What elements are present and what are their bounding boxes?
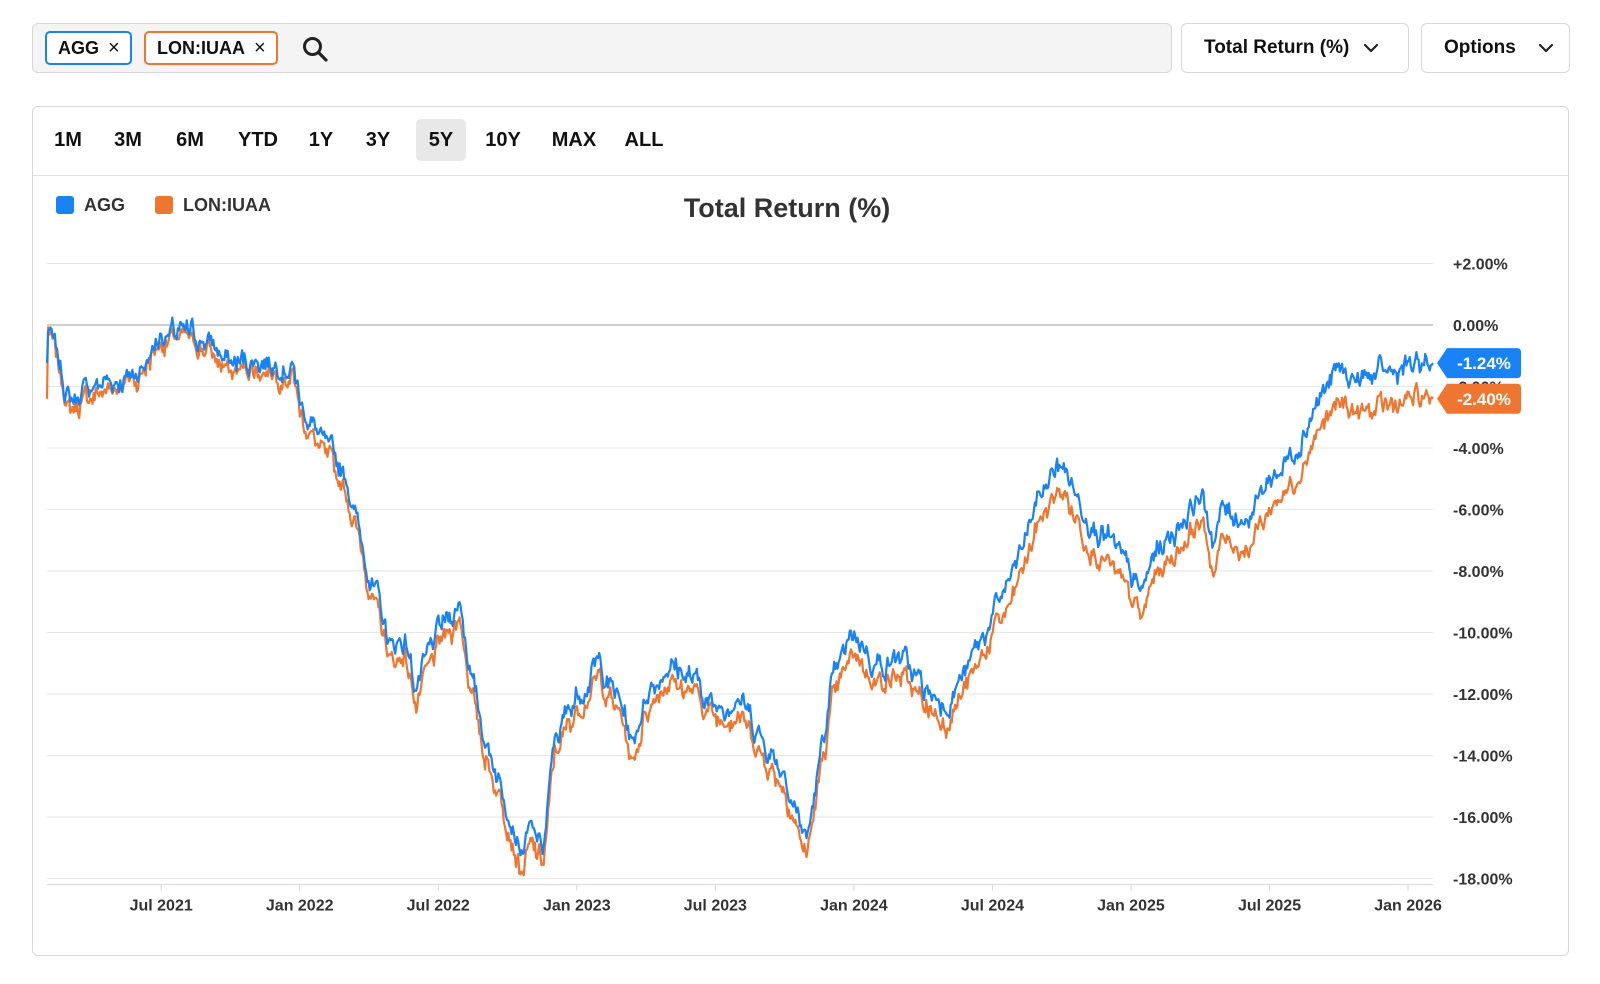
series-lines xyxy=(45,316,1434,877)
close-icon[interactable]: × xyxy=(108,37,120,59)
time-range-tabs: 1M 3M 6M YTD 1Y 3Y 5Y 10Y MAX ALL xyxy=(33,107,1568,176)
close-icon[interactable]: × xyxy=(254,37,266,59)
tab-all[interactable]: ALL xyxy=(624,129,664,151)
y-tick-label: -4.00% xyxy=(1453,441,1504,458)
metric-dropdown[interactable]: Total Return (%) xyxy=(1181,23,1409,73)
legend-swatch-agg xyxy=(56,196,74,214)
x-tick-label: Jan 2024 xyxy=(820,898,888,915)
y-tick-label: 0.00% xyxy=(1453,318,1498,335)
last-value-badge xyxy=(1437,348,1521,379)
ticker-search-bar[interactable]: AGG × LON:IUAA × xyxy=(32,23,1172,73)
y-tick-label: -10.00% xyxy=(1453,626,1513,643)
chip-label: AGG xyxy=(58,37,100,58)
ticker-chip-agg[interactable]: AGG × xyxy=(45,31,132,65)
y-tick-label: -8.00% xyxy=(1453,564,1504,581)
tab-5y[interactable]: 5Y xyxy=(416,119,466,161)
x-tick-label: Jan 2022 xyxy=(266,898,334,915)
y-tick-label: +2.00% xyxy=(1453,257,1508,274)
y-tick-label: -16.00% xyxy=(1453,810,1513,827)
chart-title: Total Return (%) xyxy=(684,193,890,223)
series-line-agg xyxy=(45,316,1434,857)
tab-6m[interactable]: 6M xyxy=(176,129,204,151)
x-tick-label: Jul 2025 xyxy=(1238,898,1301,915)
x-tick-label: Jul 2021 xyxy=(130,898,193,915)
tab-10y[interactable]: 10Y xyxy=(485,129,521,151)
last-value-labels: -1.24% -2.40% xyxy=(1437,348,1521,414)
chart-panel: 1M 3M 6M YTD 1Y 3Y 5Y 10Y MAX ALL AGG LO… xyxy=(32,106,1569,956)
gridlines xyxy=(47,263,1433,886)
x-tick-label: Jan 2025 xyxy=(1097,898,1165,915)
tab-max[interactable]: MAX xyxy=(551,129,597,151)
options-dropdown[interactable]: Options xyxy=(1421,23,1570,73)
legend-swatch-lon-iuaa xyxy=(155,196,173,214)
legend-label-agg[interactable]: AGG xyxy=(84,195,125,215)
series-line-lon-iuaa xyxy=(45,323,1434,877)
y-tick-label: -18.00% xyxy=(1453,872,1513,889)
ticker-chip-lon-iuaa[interactable]: LON:IUAA × xyxy=(144,31,278,65)
tab-1y[interactable]: 1Y xyxy=(308,129,334,151)
chevron-down-icon xyxy=(1364,43,1379,53)
last-value-label-agg: -1.24% xyxy=(1457,354,1511,373)
y-tick-label: -6.00% xyxy=(1453,503,1504,520)
tab-3y[interactable]: 3Y xyxy=(365,129,391,151)
x-tick-label: Jul 2023 xyxy=(684,898,747,915)
x-axis: Jul 2021 Jan 2022 Jul 2022 Jan 2023 Jul 2023… xyxy=(130,884,1442,915)
chip-label: LON:IUAA xyxy=(157,37,245,58)
x-tick-label: Jan 2026 xyxy=(1374,898,1442,915)
last-value-badge xyxy=(1437,383,1521,414)
tab-ytd[interactable]: YTD xyxy=(238,129,278,151)
x-tick-label: Jul 2024 xyxy=(961,898,1024,915)
legend: AGG LON:IUAA xyxy=(56,195,271,215)
last-value-label-lon-iuaa: -2.40% xyxy=(1457,390,1511,409)
total-return-chart[interactable]: AGG LON:IUAA Total Return (%) Jul 2021 Ja… xyxy=(33,107,1568,955)
tab-1m[interactable]: 1M xyxy=(54,129,82,151)
metric-dropdown-label: Total Return (%) xyxy=(1204,37,1350,58)
x-tick-label: Jan 2023 xyxy=(543,898,611,915)
tab-3m[interactable]: 3M xyxy=(114,129,142,151)
options-dropdown-label: Options xyxy=(1444,37,1516,58)
y-tick-label: -12.00% xyxy=(1453,687,1513,704)
y-tick-label: -14.00% xyxy=(1453,749,1513,766)
x-tick-label: Jul 2022 xyxy=(407,898,470,915)
legend-label-lon-iuaa[interactable]: LON:IUAA xyxy=(183,195,271,215)
chevron-down-icon xyxy=(1538,43,1553,53)
search-icon[interactable] xyxy=(301,35,329,63)
